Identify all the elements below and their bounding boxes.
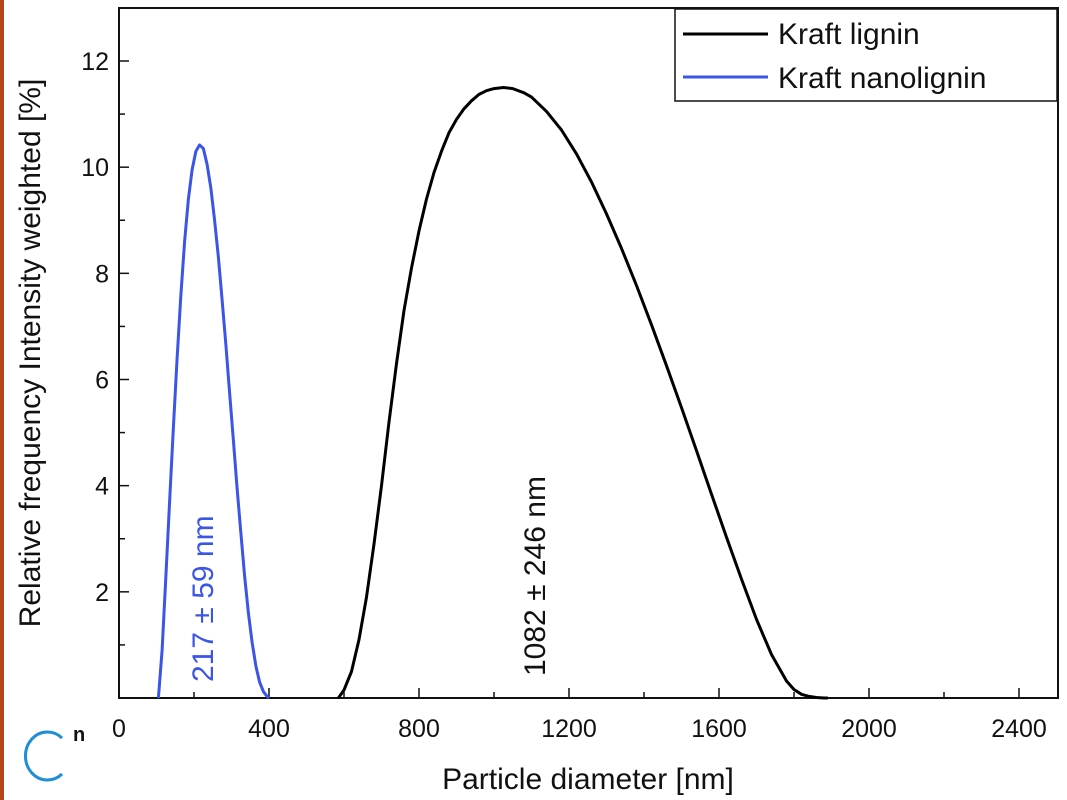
x-tick-label: 2400 bbox=[991, 715, 1047, 743]
x-tick-label: 800 bbox=[398, 715, 440, 743]
series-layer bbox=[156, 86, 828, 700]
x-tick-label: 400 bbox=[248, 715, 290, 743]
x-tick-label: 2000 bbox=[841, 715, 897, 743]
page-edge-strip bbox=[0, 0, 4, 800]
plot-frame bbox=[118, 7, 1059, 699]
x-axis-ticks: 0 400 800 1200 1600 2000 2400 bbox=[112, 688, 1047, 743]
x-tick-label: 1600 bbox=[691, 715, 747, 743]
series-line-kraft-nanolignin bbox=[156, 143, 270, 700]
legend: Kraft lignin Kraft nanolignin bbox=[674, 8, 1058, 102]
series-line-kraft-lignin bbox=[337, 86, 828, 700]
y-tick-label: 2 bbox=[95, 579, 109, 607]
x-axis-title: Particle diameter [nm] bbox=[442, 763, 734, 796]
y-axis-title: Relative frequency Intensity weighted [%… bbox=[14, 79, 47, 628]
page-fragment-letter: n bbox=[73, 724, 85, 746]
legend-box bbox=[674, 8, 1058, 102]
y-tick-label: 12 bbox=[81, 48, 109, 76]
y-tick-label: 6 bbox=[95, 367, 109, 395]
page-fragment-arc bbox=[24, 730, 64, 782]
x-tick-label: 1200 bbox=[541, 715, 597, 743]
legend-label-kraft-nanolignin: Kraft nanolignin bbox=[778, 62, 986, 95]
y-axis-ticks: 2 4 6 8 10 12 bbox=[81, 48, 129, 646]
annotation-lignin: 1082 ± 246 nm bbox=[519, 476, 552, 676]
x-tick-label: 0 bbox=[112, 715, 126, 743]
annotation-nanolignin: 217 ± 59 nm bbox=[187, 515, 220, 682]
y-tick-label: 8 bbox=[95, 260, 109, 288]
legend-label-kraft-lignin: Kraft lignin bbox=[778, 18, 920, 51]
y-tick-label: 4 bbox=[95, 473, 109, 501]
y-tick-label: 10 bbox=[81, 154, 109, 182]
